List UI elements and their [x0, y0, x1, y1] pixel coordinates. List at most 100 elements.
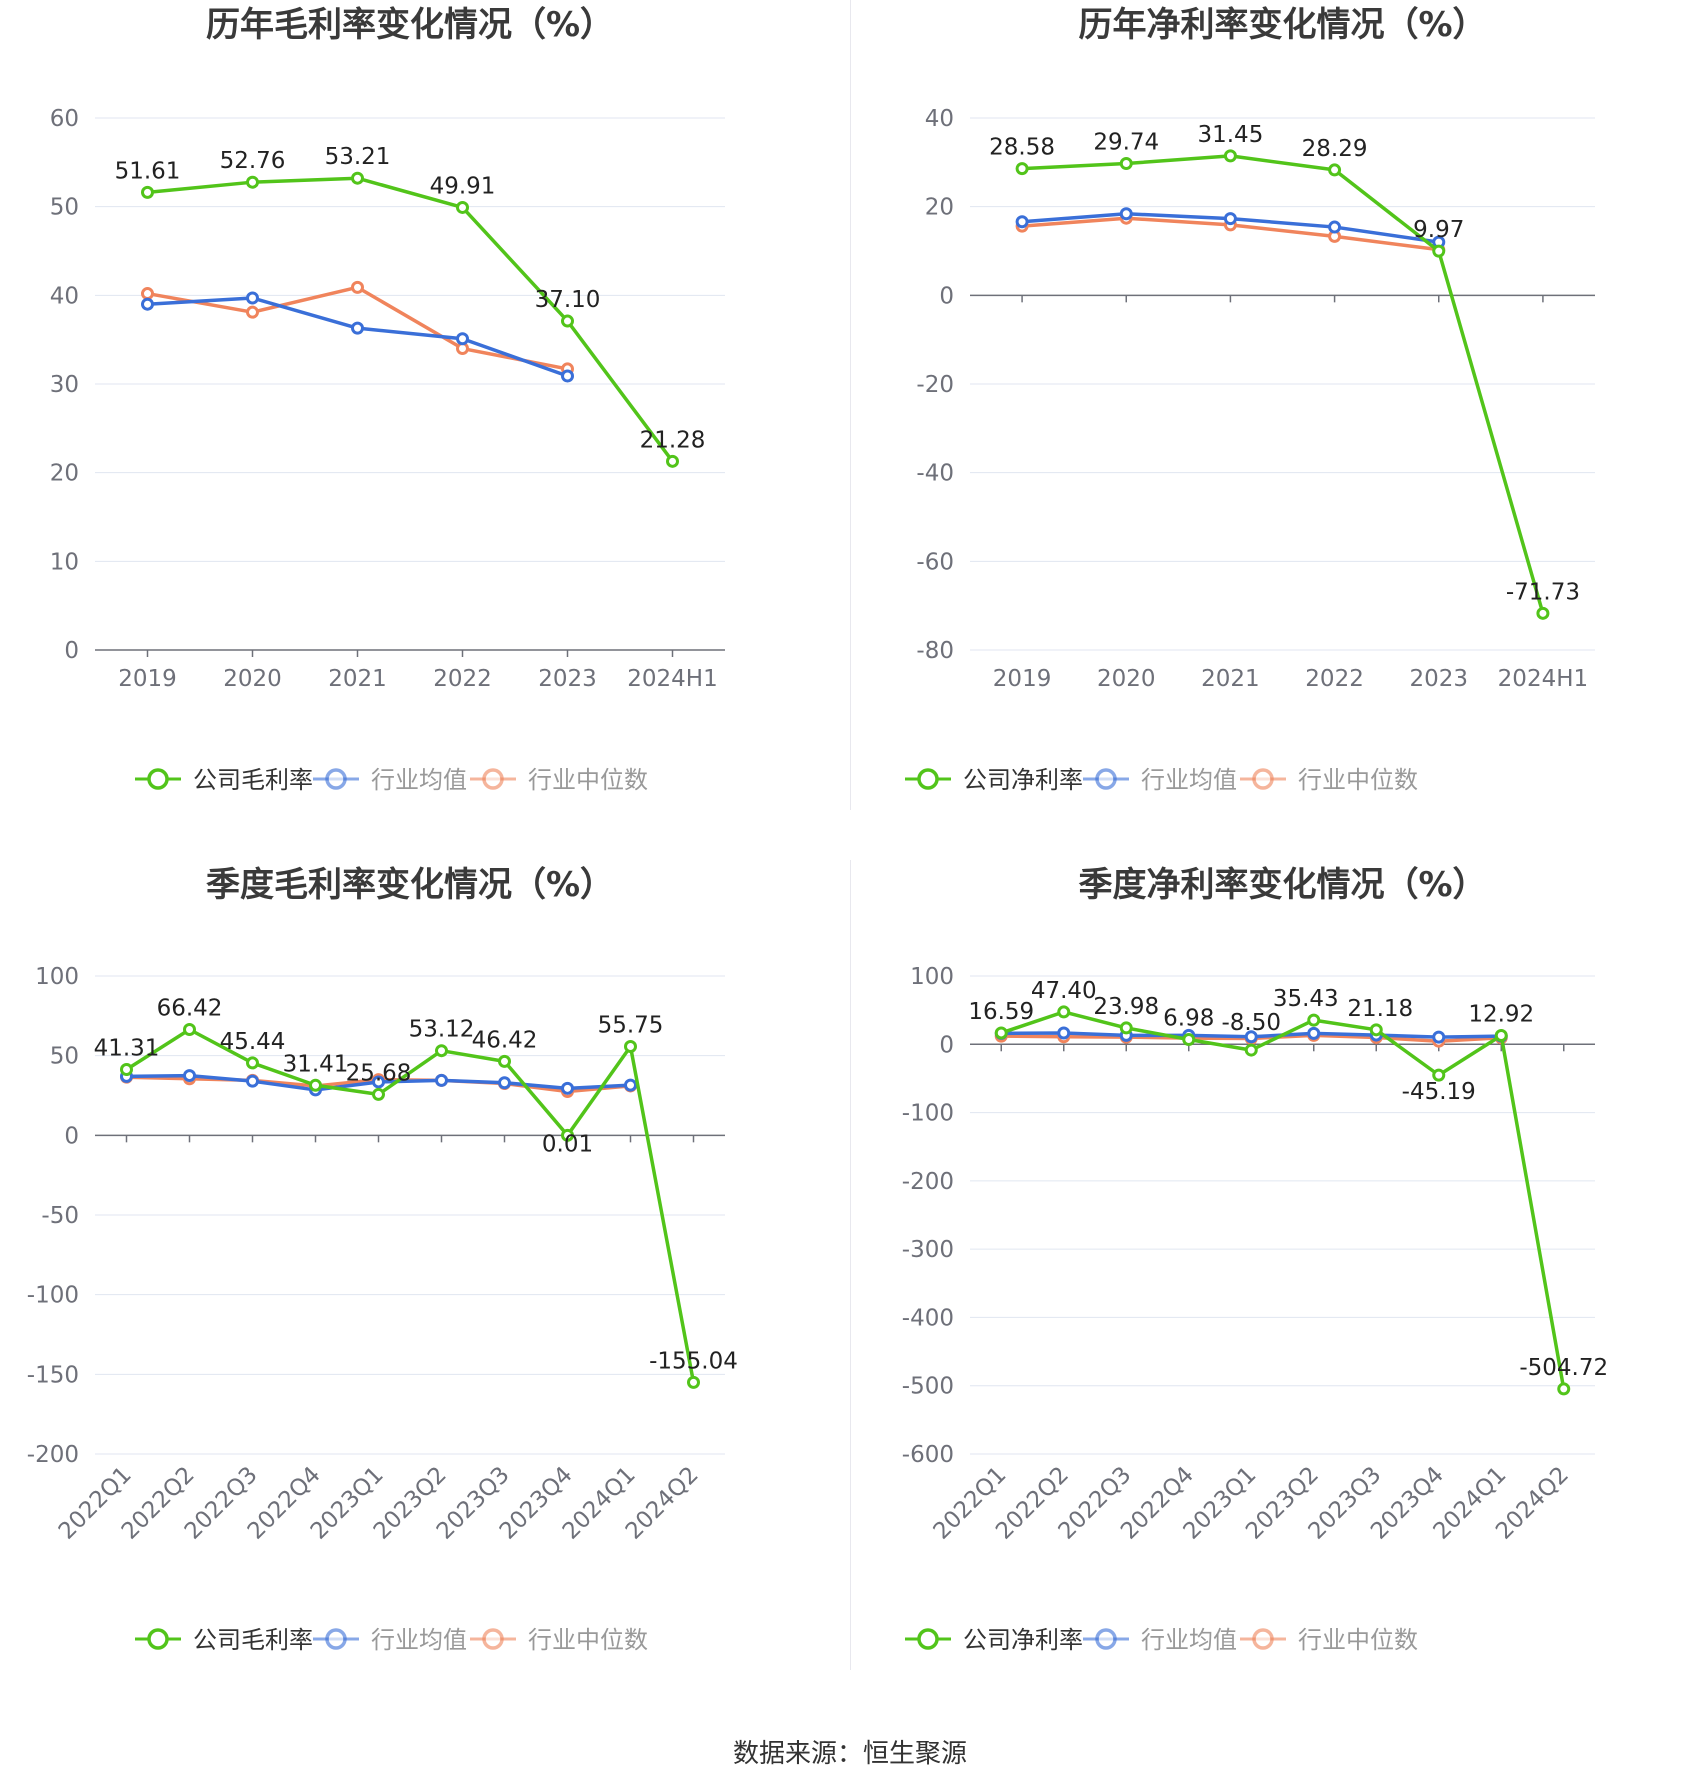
legend-label-company: 公司净利率	[963, 1626, 1083, 1654]
data-point-company	[1557, 1382, 1571, 1396]
data-label: 51.61	[115, 158, 181, 184]
chart-title: 历年毛利率变化情况（%）	[206, 5, 614, 45]
legend-marker-company	[917, 1628, 939, 1650]
chart-group: 季度毛利率变化情况（%）-200-150-100-500501002022Q12…	[27, 865, 738, 1654]
chart-svg: 历年净利率变化情况（%） -80 -60 -40 -20 0 20 40 2019 2020 202…	[905, 5, 1595, 794]
series-line-company	[147, 176, 674, 463]
y-tick-label: 10	[50, 549, 79, 575]
chart-quarterly-net-margin: 季度净利率变化情况（%） -600 -500 -400 -300 -200 -100 0 100…	[850, 860, 1700, 1720]
y-tick-label: -80	[916, 638, 954, 664]
data-label: 31.45	[1197, 122, 1263, 148]
x-tick-label: 2023	[538, 666, 597, 692]
x-tick-label: 2024H1	[1498, 666, 1588, 692]
data-label: 45.44	[220, 1029, 286, 1055]
chart-group: 季度净利率变化情况（%） -600 -500 -400 -300 -200 -100 0 100…	[902, 865, 1608, 1654]
y-tick-label: -600	[902, 1442, 954, 1468]
legend-marker-company	[147, 768, 169, 790]
chart-title: 季度净利率变化情况（%）	[1078, 865, 1486, 905]
data-point-company	[994, 1026, 1008, 1040]
data-point-avg	[141, 297, 154, 311]
data-label: 35.43	[1273, 986, 1339, 1012]
x-tick-label: 2019	[993, 666, 1052, 692]
data-label: 46.42	[472, 1027, 538, 1053]
data-point-avg	[435, 1073, 448, 1087]
data-point-company	[1119, 156, 1133, 170]
data-point-company	[561, 1128, 574, 1142]
legend-marker-median	[1252, 1628, 1274, 1650]
data-point-avg	[1223, 212, 1237, 226]
data-point-median	[141, 287, 154, 301]
chart-svg: 历年毛利率变化情况（%） 0 10 20 30 40 50 60 2019 2020 2021 202…	[50, 5, 725, 794]
data-point-avg	[351, 321, 364, 335]
data-point-company	[1328, 163, 1342, 177]
data-label: 53.21	[325, 144, 391, 170]
series-line-company	[1000, 1010, 1566, 1390]
data-label: -155.04	[649, 1348, 738, 1374]
y-tick-label: -100	[27, 1283, 79, 1309]
y-tick-label: 0	[939, 1032, 954, 1058]
panel-divider-top	[850, 0, 851, 810]
data-point-company	[1536, 606, 1550, 620]
x-tick-label: 2022	[433, 666, 492, 692]
data-label: 0.01	[542, 1131, 593, 1157]
y-tick-label: 0	[939, 283, 954, 309]
legend-marker-avg	[325, 768, 347, 790]
data-point-company	[309, 1078, 322, 1092]
data-point-company	[1244, 1043, 1258, 1057]
data-point-company	[666, 454, 679, 468]
data-point-company	[435, 1044, 448, 1058]
data-point-company	[1432, 244, 1446, 258]
data-point-company	[687, 1375, 700, 1389]
data-point-avg	[1432, 1030, 1446, 1044]
y-tick-label: -500	[902, 1374, 954, 1400]
data-source: 数据来源：恒生聚源	[732, 1739, 967, 1769]
x-tick-label: 2021	[1201, 666, 1260, 692]
x-tick-label: 2020	[1097, 666, 1156, 692]
panel-divider-bottom	[850, 860, 851, 1670]
x-tick-label: 2021	[328, 666, 387, 692]
data-label: 21.28	[640, 427, 706, 453]
y-tick-label: 30	[50, 372, 79, 398]
data-label: 12.92	[1468, 1001, 1534, 1027]
legend-label-avg: 行业均值	[1141, 766, 1237, 794]
data-point-company	[120, 1063, 133, 1077]
data-label: -71.73	[1506, 579, 1580, 605]
data-point-avg	[561, 369, 574, 383]
data-point-company	[1432, 1068, 1446, 1082]
data-point-company	[1369, 1023, 1383, 1037]
y-tick-label: -400	[902, 1305, 954, 1331]
data-label: 49.91	[430, 173, 496, 199]
data-point-company	[1494, 1028, 1508, 1042]
data-label: 47.40	[1031, 978, 1097, 1004]
legend-label-company: 公司毛利率	[193, 1626, 313, 1654]
data-point-company	[1015, 162, 1029, 176]
data-label: -45.19	[1402, 1079, 1476, 1105]
chart-svg: 季度毛利率变化情况（%）-200-150-100-500501002022Q12…	[27, 865, 738, 1654]
data-point-company	[561, 314, 574, 328]
chart-title: 历年净利率变化情况（%）	[1078, 5, 1486, 45]
y-tick-label: 20	[50, 461, 79, 487]
legend-marker-median	[482, 768, 504, 790]
data-label: 16.59	[968, 999, 1034, 1025]
chart-title: 季度毛利率变化情况（%）	[206, 865, 614, 905]
data-point-median	[246, 305, 259, 319]
chart-annual-gross-margin: 历年毛利率变化情况（%） 0 10 20 30 40 50 60 2019 2020 2021 202…	[0, 0, 850, 860]
data-label: 28.58	[989, 135, 1055, 161]
legend-marker-avg	[1095, 768, 1117, 790]
data-point-avg	[246, 291, 259, 305]
y-tick-label: 40	[925, 106, 954, 132]
series-line-company	[125, 1027, 696, 1383]
data-point-avg	[498, 1076, 511, 1090]
data-point-avg	[1119, 207, 1133, 221]
data-point-avg	[1015, 215, 1029, 229]
data-label: 21.18	[1347, 996, 1413, 1022]
data-point-company	[246, 1056, 259, 1070]
legend-marker-avg	[1095, 1628, 1117, 1650]
data-point-company	[1057, 1005, 1071, 1019]
data-point-company	[498, 1054, 511, 1068]
y-tick-label: -40	[916, 461, 954, 487]
data-label: -504.72	[1519, 1355, 1608, 1381]
data-point-avg	[1307, 1026, 1321, 1040]
legend-label-avg: 行业均值	[371, 766, 467, 794]
data-point-avg	[183, 1069, 196, 1083]
